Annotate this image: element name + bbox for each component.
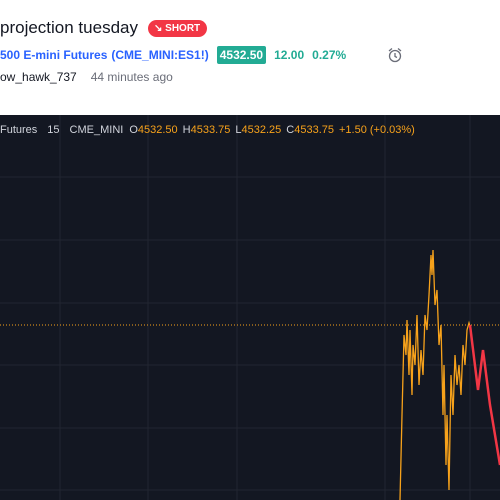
post-time: 44 minutes ago	[90, 70, 173, 84]
badge-text: SHORT	[165, 22, 201, 34]
symbol-ticker[interactable]: (CME_MINI:ES1!)	[111, 48, 209, 62]
chart-change: +1.50 (+0.03%)	[338, 124, 415, 136]
idea-title: projection tuesday	[0, 18, 138, 37]
price-badge: 4532.50	[216, 46, 267, 64]
author-row: ow_hawk_737 44 minutes ago	[0, 70, 173, 84]
price-series	[399, 249, 472, 500]
chart-canvas	[0, 115, 500, 500]
symbol-row: 500 E-mini Futures (CME_MINI:ES1!) 4532.…	[0, 46, 404, 64]
ohlc: O4532.50 H4533.75 L4532.25 C4533.75	[129, 124, 339, 136]
chart-exchange: CME_MINI	[69, 124, 124, 136]
ohlc-value: 4532.50	[137, 124, 178, 136]
idea-header: projection tuesday ↘ SHORT 500 E-mini Fu…	[0, 0, 500, 115]
projection-line	[468, 324, 500, 466]
short-badge: ↘ SHORT	[147, 19, 208, 37]
ohlc-label: L	[235, 124, 242, 136]
author-name[interactable]: ow_hawk_737	[0, 70, 77, 84]
chart-legend: Futures 15 CME_MINI O4532.50 H4533.75 L453…	[0, 124, 415, 136]
ohlc-value: 4532.25	[241, 124, 282, 136]
chart-interval: 15	[47, 124, 60, 136]
ohlc-label: C	[286, 124, 295, 136]
change: 12.00	[274, 48, 305, 62]
title-row: projection tuesday ↘ SHORT	[0, 18, 208, 38]
ohlc-label: H	[182, 124, 191, 136]
chart-symbol: Futures	[0, 124, 38, 136]
ohlc-value: 4533.75	[190, 124, 231, 136]
change-percent: 0.27%	[312, 48, 347, 62]
symbol-name[interactable]: 500 E-mini Futures	[0, 48, 108, 62]
ohlc-value: 4533.75	[294, 124, 334, 136]
alert-icon[interactable]	[386, 46, 404, 64]
ohlc-label: O	[129, 124, 138, 136]
